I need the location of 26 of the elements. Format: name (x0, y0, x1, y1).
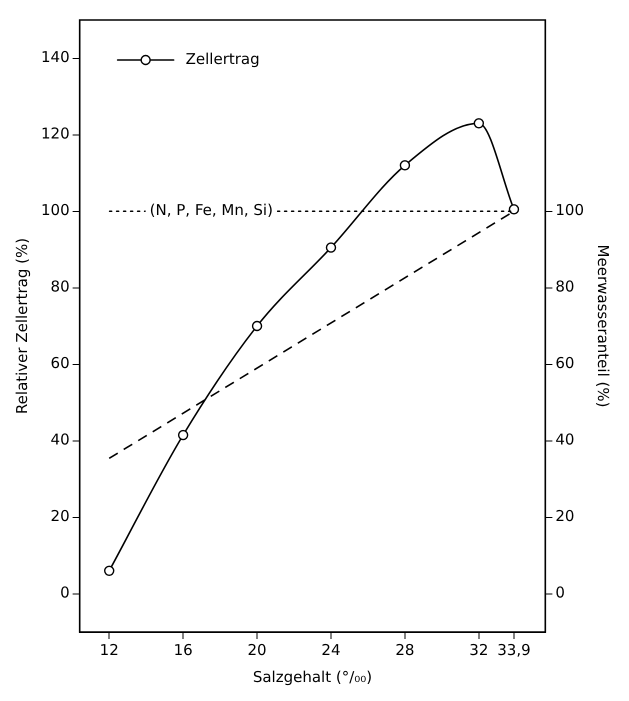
y2-tick-label: 0 (555, 584, 565, 602)
y-tick-label: 120 (40, 124, 70, 143)
legend-label: Zellertrag (186, 50, 260, 68)
y2-tick-label: 20 (555, 507, 574, 526)
y2-axis-title: Meerwasseranteil (%) (594, 244, 612, 408)
x-tick-label: 20 (248, 640, 267, 659)
y-tick-label: 100 (40, 201, 70, 220)
x-axis-title: Salzgehalt (°/₀₀) (252, 668, 372, 686)
y-tick-label: 0 (60, 584, 70, 602)
y-tick-label: 20 (50, 507, 70, 526)
x-tick-label: 32 (469, 640, 488, 659)
y-tick-label: 60 (50, 354, 70, 372)
y-tick-label: 140 (40, 48, 70, 66)
y-axis-title: Relativer Zellertrag (%) (12, 238, 31, 414)
y-tick-label: 80 (50, 278, 70, 296)
y2-tick-label: 40 (555, 430, 574, 449)
y2-tick-label: 80 (555, 278, 574, 296)
y-tick-label: 40 (50, 430, 70, 449)
y2-tick-label: 60 (555, 354, 574, 372)
x-tick-label: 33,9 (497, 640, 531, 659)
x-tick-label: 28 (395, 640, 414, 659)
x-tick-label: 12 (100, 640, 119, 659)
x-tick-label: 24 (321, 640, 341, 659)
y2-tick-label: 100 (555, 201, 584, 220)
x-tick-label: 16 (174, 640, 193, 659)
ref-line-label: (N, P, Fe, Mn, Si) (150, 201, 273, 220)
